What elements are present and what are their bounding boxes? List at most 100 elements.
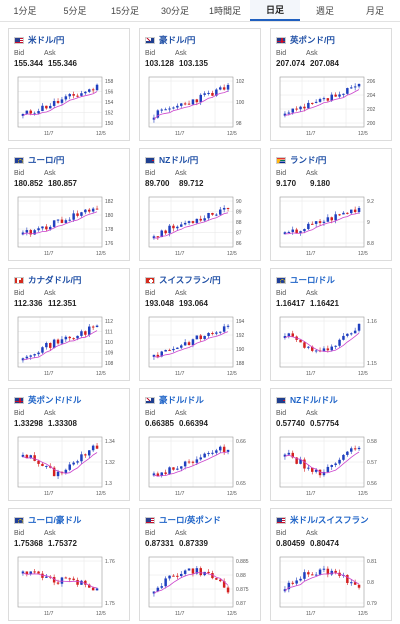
rate-card-chfjpy[interactable]: スイスフラン/円 Bid Ask 193.048 193.064 194 192 190 188… xyxy=(139,268,261,381)
candle-body xyxy=(211,212,214,215)
candle-body xyxy=(219,579,222,582)
chart-frame xyxy=(279,316,365,368)
rate-card-euraud[interactable]: ユーロ/豪ドル Bid Ask 1.75368 1.75372 1.76 1.75 11/7 1… xyxy=(8,508,130,621)
x-tick-label: 11/7 xyxy=(44,131,54,137)
tab-1[interactable]: 5分足 xyxy=(63,6,87,16)
pair-title-link[interactable]: ユーロ/円 xyxy=(14,154,64,166)
rate-card-eurusd[interactable]: ユーロ/ドル Bid Ask 1.16417 1.16421 1.16 1.15 11/7 12… xyxy=(270,268,392,381)
candle-body xyxy=(303,229,306,232)
rate-card-eurgbp[interactable]: ユーロ/英ポンド Bid Ask 0.87331 0.87339 0.885 0.88 0.8… xyxy=(139,508,261,621)
candle-body xyxy=(207,571,210,574)
moving-average-line xyxy=(284,572,360,592)
tab-7[interactable]: 月足 xyxy=(365,6,384,16)
candle-body xyxy=(338,459,341,464)
mini-candlestick-chart[interactable]: 194 192 190 188 11/7 12/5 xyxy=(145,313,257,379)
candle-body xyxy=(314,221,318,224)
candle-body xyxy=(195,568,199,574)
pair-title-link[interactable]: ランド/円 xyxy=(276,154,326,166)
pair-title-link[interactable]: スイスフラン/円 xyxy=(145,274,221,286)
ask-value: 89.712 xyxy=(179,179,204,188)
y-tick-label: 154 xyxy=(105,100,114,106)
candle-body xyxy=(45,105,48,109)
x-tick-label: 11/7 xyxy=(175,251,185,257)
y-tick-label: 98 xyxy=(236,121,242,127)
mini-candlestick-chart[interactable]: 9.2 9 8.8 11/7 12/5 xyxy=(276,193,388,259)
mini-candlestick-chart[interactable]: 1.16 1.15 11/7 12/5 xyxy=(276,313,388,379)
currency-flag-icon xyxy=(276,156,286,164)
rate-card-nzdusd[interactable]: NZドル/ドル Bid Ask 0.57740 0.57754 0.58 0.57 0.56 1… xyxy=(270,388,392,501)
pair-title-link[interactable]: 米ドル/スイスフラン xyxy=(276,514,369,526)
moving-average-line xyxy=(153,572,229,594)
x-tick-label: 12/5 xyxy=(227,491,237,497)
pair-title-link[interactable]: ユーロ/豪ドル xyxy=(14,514,81,526)
rate-card-eurjpy[interactable]: ユーロ/円 Bid Ask 180.852 180.857 182 180 178 176 11/… xyxy=(8,148,130,261)
mini-candlestick-chart[interactable]: 0.66 0.65 11/7 12/5 xyxy=(145,433,257,499)
mini-candlestick-chart[interactable]: 206 204 202 200 11/7 12/5 xyxy=(276,73,388,139)
bid-value: 112.336 xyxy=(14,299,43,308)
tab-2[interactable]: 15分足 xyxy=(110,6,139,16)
mini-candlestick-chart[interactable]: 0.58 0.57 0.56 11/7 12/5 xyxy=(276,433,388,499)
mini-candlestick-chart[interactable]: 112 111 110 109 108 11/7 12/5 xyxy=(14,313,126,379)
tab-0[interactable]: 1分足 xyxy=(13,6,37,16)
pair-title-link[interactable]: 英ポンド/ドル xyxy=(14,394,81,406)
ask-value: 193.064 xyxy=(179,299,208,308)
x-tick-label: 11/7 xyxy=(306,131,316,137)
y-tick-label: 108 xyxy=(105,361,114,367)
candle-body xyxy=(353,86,357,88)
pair-title-link[interactable]: 豪ドル/ドル xyxy=(145,394,204,406)
candle-body xyxy=(41,347,44,353)
tab-3[interactable]: 30分足 xyxy=(160,6,189,16)
candle-body xyxy=(334,463,337,466)
currency-flag-icon xyxy=(14,516,24,524)
pair-title-link[interactable]: 米ドル/円 xyxy=(14,34,64,46)
pair-title-link[interactable]: カナダドル/円 xyxy=(14,274,81,286)
pair-title-link[interactable]: 英ポンド/円 xyxy=(276,34,335,46)
ask-label: Ask xyxy=(175,290,187,297)
mini-candlestick-chart[interactable]: 182 180 178 176 11/7 12/5 xyxy=(14,193,126,259)
tab-5[interactable]: 日足 xyxy=(250,0,300,21)
ask-value: 207.084 xyxy=(310,59,339,68)
rate-card-audjpy[interactable]: 豪ドル/円 Bid Ask 103.128 103.135 102 100 98 11/7 12/… xyxy=(139,28,261,141)
candle-body xyxy=(287,333,291,337)
candle-body xyxy=(357,323,361,331)
candle-body xyxy=(191,461,195,463)
pair-title-link[interactable]: ユーロ/ドル xyxy=(276,274,335,286)
candle-body xyxy=(68,464,71,470)
mini-candlestick-chart[interactable]: 1.76 1.75 11/7 12/5 xyxy=(14,553,126,619)
rate-card-nzdjpy[interactable]: NZドル/円 Bid Ask 89.700 89.712 90 89 88 87 86 11/7 12… xyxy=(139,148,261,261)
rate-card-usdjpy[interactable]: 米ドル/円 Bid Ask 155.344 155.346 158 156 154 152 150… xyxy=(8,28,130,141)
tab-6[interactable]: 週足 xyxy=(315,6,334,16)
candle-body xyxy=(33,113,36,115)
mini-candlestick-chart[interactable]: 0.885 0.88 0.875 0.87 11/7 12/5 xyxy=(145,553,257,619)
candle-body xyxy=(215,89,218,96)
rate-card-usdchf[interactable]: 米ドル/スイスフラン Bid Ask 0.80459 0.80474 0.81 0.8 0.7… xyxy=(270,508,392,621)
mini-candlestick-chart[interactable]: 102 100 98 11/7 12/5 xyxy=(145,73,257,139)
chart-svg: 9.2 9 8.8 11/7 12/5 xyxy=(279,196,374,257)
rate-card-cadjpy[interactable]: カナダドル/円 Bid Ask 112.336 112.351 112 111 110 109 1… xyxy=(8,268,130,381)
x-tick-label: 12/5 xyxy=(358,131,368,137)
candle-body xyxy=(291,108,294,113)
candle-body xyxy=(330,570,333,575)
candle-body xyxy=(187,568,191,571)
rate-card-zarjpy[interactable]: ランド/円 Bid Ask 9.170 9.180 9.2 9 8.8 11/7 12/5 xyxy=(270,148,392,261)
candle-body xyxy=(21,113,25,116)
ask-value: 155.346 xyxy=(48,59,77,68)
pair-title-link[interactable]: ユーロ/英ポンド xyxy=(145,514,221,526)
quote-labels: Bid Ask xyxy=(276,170,318,177)
rate-card-gbpusd[interactable]: 英ポンド/ドル Bid Ask 1.33298 1.33308 1.34 1.32 1.3 11… xyxy=(8,388,130,501)
pair-title-link[interactable]: 豪ドル/円 xyxy=(145,34,195,46)
bid-label: Bid xyxy=(14,50,25,57)
candle-body xyxy=(33,230,36,235)
candle-body xyxy=(33,455,36,461)
mini-candlestick-chart[interactable]: 90 89 88 87 86 11/7 12/5 xyxy=(145,193,257,259)
mini-candlestick-chart[interactable]: 1.34 1.32 1.3 11/7 12/5 xyxy=(14,433,126,499)
candle-body xyxy=(84,91,87,94)
candle-body xyxy=(160,472,163,476)
rate-card-audusd[interactable]: 豪ドル/ドル Bid Ask 0.66385 0.66394 0.66 0.65 11/7 12… xyxy=(139,388,261,501)
pair-title-link[interactable]: NZドル/円 xyxy=(145,154,198,166)
mini-candlestick-chart[interactable]: 158 156 154 152 150 11/7 12/5 xyxy=(14,73,126,139)
pair-title-link[interactable]: NZドル/ドル xyxy=(276,394,338,406)
tab-4[interactable]: 1時間足 xyxy=(208,6,241,16)
mini-candlestick-chart[interactable]: 0.81 0.8 0.79 11/7 12/5 xyxy=(276,553,388,619)
rate-card-gbpjpy[interactable]: 英ポンド/円 Bid Ask 207.074 207.084 206 204 202 200 11… xyxy=(270,28,392,141)
